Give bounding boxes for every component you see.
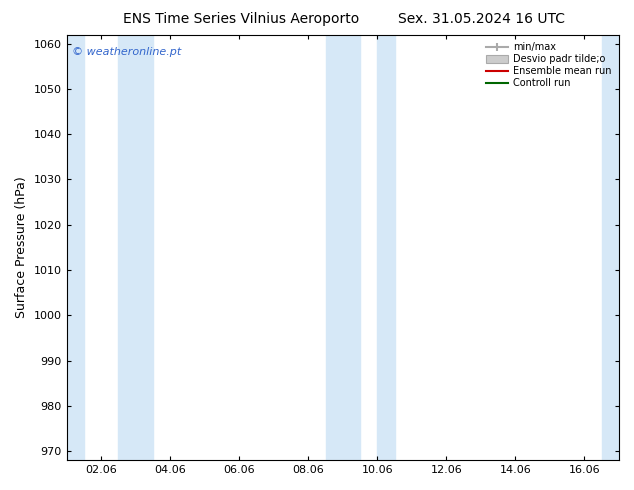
Bar	[602, 35, 619, 460]
Text: © weatheronline.pt: © weatheronline.pt	[72, 48, 181, 57]
Bar	[67, 35, 84, 460]
Bar	[119, 35, 153, 460]
Text: ENS Time Series Vilnius Aeroporto: ENS Time Series Vilnius Aeroporto	[123, 12, 359, 26]
Bar	[325, 35, 360, 460]
Legend: min/max, Desvio padr tilde;o, Ensemble mean run, Controll run: min/max, Desvio padr tilde;o, Ensemble m…	[484, 40, 614, 91]
Text: Sex. 31.05.2024 16 UTC: Sex. 31.05.2024 16 UTC	[398, 12, 566, 26]
Bar	[377, 35, 394, 460]
Y-axis label: Surface Pressure (hPa): Surface Pressure (hPa)	[15, 176, 28, 318]
